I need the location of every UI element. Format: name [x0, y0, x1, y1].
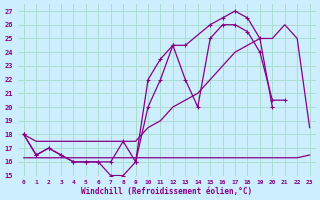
X-axis label: Windchill (Refroidissement éolien,°C): Windchill (Refroidissement éolien,°C) [81, 187, 252, 196]
